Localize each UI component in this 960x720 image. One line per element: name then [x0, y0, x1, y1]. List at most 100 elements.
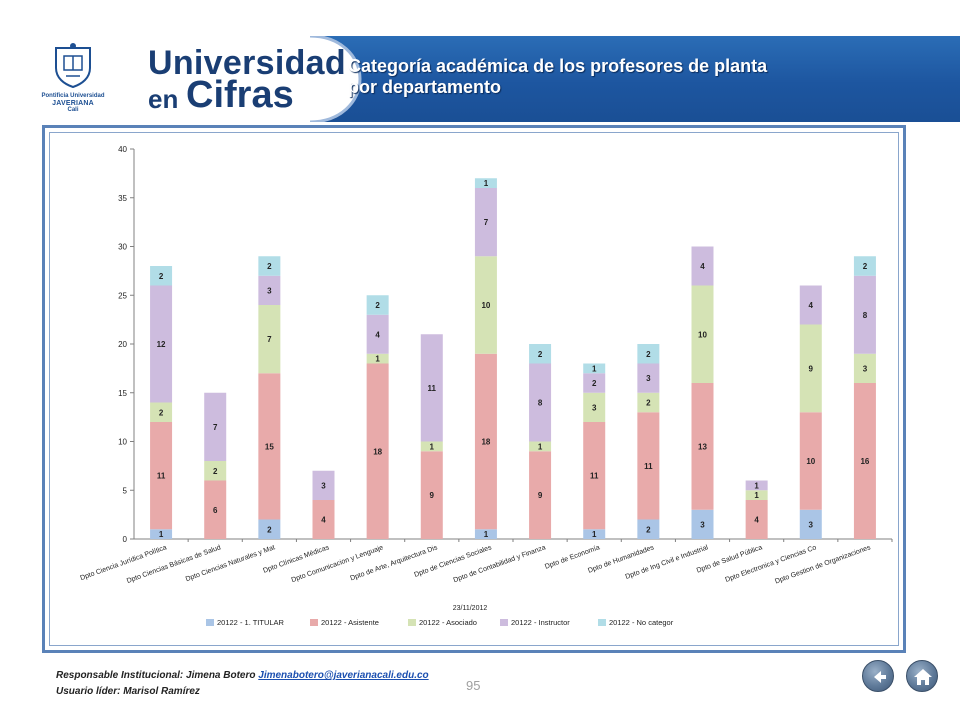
bar-segment — [637, 363, 660, 393]
legend-label: 20122 - Asistente — [321, 618, 379, 627]
bar-segment — [258, 305, 281, 374]
bar-segment — [474, 529, 497, 539]
data-label: 4 — [375, 330, 380, 339]
bar-segment — [853, 353, 876, 383]
bar-segment — [474, 188, 497, 257]
bar-segment — [745, 490, 768, 500]
data-label: 1 — [538, 442, 543, 451]
bar-segment — [529, 363, 552, 442]
bar-segment — [312, 500, 335, 539]
data-label: 1 — [430, 442, 435, 451]
bar-segment — [745, 500, 768, 539]
bar-segment — [420, 441, 443, 452]
legend-label: 20122 - Instructor — [511, 618, 570, 627]
y-tick-label: 25 — [118, 291, 127, 300]
date-label: 23/11/2012 — [453, 605, 488, 612]
bar-segment — [312, 470, 335, 500]
data-label: 8 — [863, 311, 868, 320]
footer-responsable: Responsable Institucional: Jimena Botero… — [56, 670, 429, 681]
data-label: 1 — [592, 364, 597, 373]
bar-segment — [366, 295, 389, 315]
x-tick-label: Dpto Electronica y Ciencias Co — [724, 544, 817, 584]
data-label: 3 — [646, 374, 651, 383]
x-tick-label: Dpto Ciencias Básicas de Salud — [126, 544, 222, 585]
bar-segment — [529, 451, 552, 539]
bar-segment — [853, 256, 876, 276]
data-label: 1 — [754, 491, 759, 500]
data-label: 18 — [481, 438, 490, 447]
y-tick-label: 10 — [118, 438, 127, 447]
data-label: 4 — [700, 262, 705, 271]
data-label: 2 — [213, 467, 218, 476]
y-tick-label: 40 — [118, 145, 127, 154]
data-label: 2 — [646, 525, 651, 534]
data-label: 1 — [484, 179, 489, 188]
data-label: 2 — [863, 262, 868, 271]
bar-segment — [583, 392, 606, 422]
data-label: 9 — [430, 491, 435, 500]
bar-segment — [583, 529, 606, 539]
data-label: 2 — [592, 379, 597, 388]
back-button[interactable] — [862, 660, 894, 692]
data-label: 1 — [484, 530, 489, 539]
data-label: 11 — [644, 462, 653, 471]
data-label: 3 — [809, 520, 814, 529]
responsable-email-link[interactable]: Jimenabotero@javerianacali.edu.co — [258, 670, 429, 681]
x-tick-label: Dpto de Arte, Arquitectura Dis — [349, 544, 439, 582]
data-label: 7 — [484, 218, 489, 227]
bar-segment — [583, 363, 606, 374]
bar-segment — [474, 256, 497, 354]
home-button[interactable] — [906, 660, 938, 692]
data-label: 12 — [157, 340, 166, 349]
responsable-label: Responsable Institucional: Jimena Botero — [56, 670, 256, 681]
bar-segment — [853, 383, 876, 539]
data-label: 11 — [590, 472, 599, 481]
brand-en: en — [148, 84, 179, 114]
home-icon — [914, 669, 932, 685]
data-label: 7 — [213, 423, 218, 432]
chart-inner-border: 0 5 10 15 20 25 30 35 40 1 11 2 12 2 Dpto Ciencia Jurí… — [49, 132, 899, 646]
bar-segment — [150, 529, 173, 539]
data-label: 3 — [863, 364, 868, 373]
data-label: 2 — [646, 350, 651, 359]
bar-segment — [637, 519, 660, 539]
logo-line2: JAVERIANA — [52, 100, 94, 107]
data-label: 3 — [592, 403, 597, 412]
header-banner: Pontificia Universidad JAVERIANA Cali Un… — [0, 36, 960, 122]
bar-segment — [691, 285, 714, 383]
legend-swatch — [598, 619, 606, 626]
bar-segment — [474, 178, 497, 188]
bar-segment — [204, 392, 227, 461]
footer-usuario: Usuario líder: Marisol Ramírez — [56, 686, 200, 697]
data-label: 18 — [373, 447, 382, 456]
bar-segment — [799, 285, 822, 325]
bar-segment — [799, 509, 822, 539]
bar-segment — [204, 461, 227, 481]
bar-segment — [258, 256, 281, 276]
logo-line1: Pontificia Universidad — [41, 93, 105, 99]
back-arrow-icon — [874, 671, 886, 683]
legend-swatch — [206, 619, 214, 626]
bar-segment — [150, 422, 173, 530]
y-tick-label: 5 — [123, 486, 128, 495]
bar-segment — [150, 402, 173, 422]
data-label: 8 — [538, 399, 543, 408]
data-label: 2 — [538, 350, 543, 359]
data-label: 2 — [267, 525, 272, 534]
data-label: 2 — [375, 301, 380, 310]
bar-segment — [366, 314, 389, 354]
bar-segment — [529, 441, 552, 452]
data-label: 1 — [592, 530, 597, 539]
data-label: 15 — [265, 442, 274, 451]
logo-line3: Cali — [67, 107, 79, 113]
data-label: 4 — [321, 516, 326, 525]
bar-segment — [366, 353, 389, 364]
x-tick-label: Dpto Comunicacion y Lenguaje — [291, 544, 385, 584]
data-label: 3 — [700, 520, 705, 529]
university-logo: Pontificia Universidad JAVERIANA Cali — [38, 42, 108, 116]
bar-segment — [691, 246, 714, 286]
data-label: 1 — [754, 481, 759, 490]
bar-segment — [258, 519, 281, 539]
data-label: 3 — [321, 481, 326, 490]
